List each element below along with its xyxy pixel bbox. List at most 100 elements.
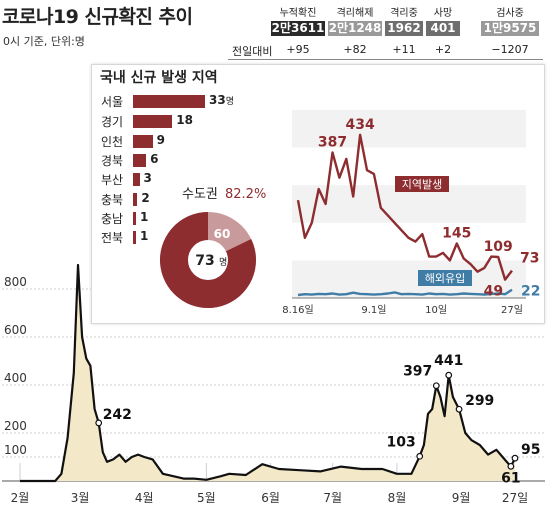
region-label: 서울	[101, 95, 124, 109]
x-tick-label: 9.1일	[361, 304, 386, 316]
inset-title: 국내 신규 발생 지역	[100, 70, 218, 86]
stat-value-box: 1만9575	[481, 21, 539, 36]
local-data-label: 387	[318, 134, 347, 150]
region-label: 충남	[101, 212, 124, 226]
data-point	[95, 419, 103, 427]
region-label: 경기	[101, 115, 124, 129]
data-label: 397	[403, 364, 432, 380]
page-title: 코로나19 신규확진 추이	[2, 6, 193, 28]
x-tick-label: 3월	[71, 491, 90, 505]
region-value: 6	[150, 152, 159, 166]
data-point	[507, 462, 515, 470]
region-bar	[133, 95, 205, 108]
y-tick-label: 200	[4, 419, 27, 433]
region-bar	[133, 193, 138, 206]
donut-total-unit: 명	[219, 257, 227, 268]
region-value-number: 33	[209, 93, 226, 107]
region-bar	[133, 154, 147, 167]
stat-delta: +82	[343, 43, 367, 56]
region-value: 33명	[209, 93, 234, 107]
grid-band	[292, 260, 526, 298]
import-data-label: 22	[521, 284, 540, 300]
stat-label: 격리중	[390, 8, 418, 19]
local-data-label: 73	[520, 251, 539, 267]
region-label: 전북	[101, 231, 124, 245]
series-tag-label: 해외유입	[425, 271, 465, 285]
region-value: 3	[143, 171, 152, 185]
x-tick-label: 8월	[388, 491, 407, 505]
x-tick-label: 2월	[11, 491, 30, 505]
stat-value-box: 1962	[385, 21, 423, 36]
local-data-label: 145	[442, 225, 471, 241]
donut-percent: 82.2%	[225, 187, 266, 202]
data-point	[416, 452, 424, 460]
local-data-label: 434	[346, 117, 375, 133]
region-label: 경북	[101, 154, 124, 168]
region-bar	[133, 115, 173, 128]
local-series-tag: 지역발생	[395, 176, 449, 192]
data-label: 242	[103, 407, 132, 423]
data-label: 299	[465, 393, 494, 409]
region-bar	[133, 173, 140, 186]
donut-slice-value: 60	[214, 227, 231, 241]
region-value: 2	[141, 191, 150, 205]
stat-delta: +95	[286, 43, 310, 56]
data-label: 103	[386, 434, 415, 450]
stat-label: 격리해제	[336, 8, 374, 19]
local-data-label: 49	[484, 284, 503, 300]
series-tag-bg	[395, 176, 449, 192]
x-tick-label: 4월	[135, 491, 154, 505]
y-tick-label: 400	[4, 371, 27, 385]
x-tick-label: 9월	[452, 491, 471, 505]
data-point	[511, 454, 519, 462]
stat-label: 사망	[433, 8, 453, 19]
region-label: 충북	[101, 193, 124, 207]
data-label: 95	[521, 442, 540, 458]
divider	[228, 59, 543, 60]
local-series-line	[296, 133, 513, 281]
region-bar	[133, 212, 136, 225]
x-tick-label: 7월	[323, 491, 342, 505]
donut-total: 73	[195, 253, 214, 269]
import-series-tag: 해외유입	[418, 270, 472, 286]
stat-delta: +2	[434, 43, 452, 56]
x-tick-label: 8.16일	[282, 304, 313, 316]
stat-delta: +11	[392, 43, 416, 56]
delta-label: 전일대비	[232, 45, 273, 58]
data-label: 441	[434, 353, 463, 369]
grid-band	[292, 110, 526, 148]
region-value: 1	[140, 210, 149, 224]
data-point	[455, 405, 463, 413]
region-label: 인천	[101, 135, 124, 149]
series-tag-label: 지역발생	[402, 178, 442, 191]
x-tick-label: 27일	[502, 491, 528, 505]
x-tick-label: 27일	[501, 304, 523, 316]
x-tick-label: 5월	[197, 491, 216, 505]
import-series-line	[297, 288, 513, 297]
region-bar	[133, 231, 136, 244]
y-tick-label: 600	[4, 323, 27, 337]
series-tag-bg	[418, 270, 472, 286]
region-label: 부산	[101, 173, 124, 187]
stat-delta: −1207	[491, 43, 529, 56]
area-fill	[20, 265, 515, 481]
region-value: 9	[156, 133, 165, 147]
donut-label: 수도권	[182, 187, 218, 202]
page-subtitle: 0시 기준, 단위:명	[3, 35, 85, 48]
donut-hole	[188, 240, 228, 280]
stat-value-box: 2만1248	[328, 21, 382, 36]
data-label: 61	[501, 470, 520, 486]
region-value: 1	[140, 229, 149, 243]
x-tick-label: 6월	[261, 491, 280, 505]
region-unit: 명	[225, 97, 234, 107]
y-tick-label: 800	[4, 275, 27, 289]
region-value: 18	[176, 113, 193, 127]
y-tick-label: 100	[4, 443, 27, 457]
region-bar	[133, 135, 153, 148]
x-tick-label: 10일	[425, 304, 447, 316]
stat-label: 누적확진	[279, 8, 317, 19]
data-point	[432, 382, 440, 390]
stat-value-box: 2만3611	[271, 21, 325, 36]
